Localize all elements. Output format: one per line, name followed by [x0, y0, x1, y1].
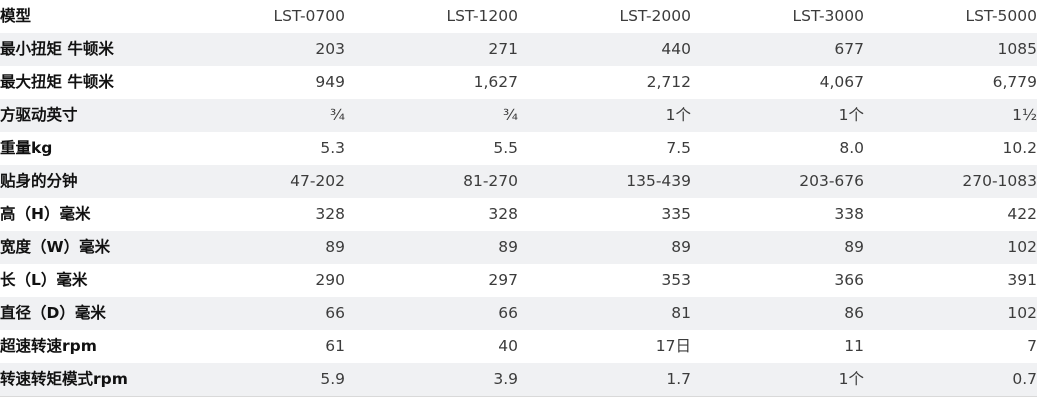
- value-cell: 6,779: [864, 66, 1037, 99]
- value-cell: 422: [864, 198, 1037, 231]
- value-cell: 366: [691, 264, 864, 297]
- header-label-cell: 模型: [0, 0, 172, 33]
- value-cell: 17日: [518, 330, 691, 363]
- value-cell: 1½: [864, 99, 1037, 132]
- table-row: 直径（D）毫米 66 66 81 86 102: [0, 297, 1037, 330]
- value-cell: 949: [172, 66, 345, 99]
- value-cell: 5.3: [172, 132, 345, 165]
- model-header-cell: LST-3000: [691, 0, 864, 33]
- value-cell: 391: [864, 264, 1037, 297]
- value-cell: 297: [345, 264, 518, 297]
- value-cell: 203: [172, 33, 345, 66]
- table-row: 最小扭矩 牛顿米 203 271 440 677 1085: [0, 33, 1037, 66]
- value-cell: 0.7: [864, 363, 1037, 397]
- row-label-cell: 直径（D）毫米: [0, 297, 172, 330]
- value-cell: 335: [518, 198, 691, 231]
- value-cell: 271: [345, 33, 518, 66]
- value-cell: 47-202: [172, 165, 345, 198]
- value-cell: 10.2: [864, 132, 1037, 165]
- row-label-cell: 最大扭矩 牛顿米: [0, 66, 172, 99]
- value-cell: 3.9: [345, 363, 518, 397]
- value-cell: 7: [864, 330, 1037, 363]
- table-row: 转速转矩模式rpm 5.9 3.9 1.7 1个 0.7: [0, 363, 1037, 397]
- header-row: 模型 LST-0700 LST-1200 LST-2000 LST-3000 L…: [0, 0, 1037, 33]
- value-cell: 102: [864, 297, 1037, 330]
- model-header-cell: LST-2000: [518, 0, 691, 33]
- row-label-cell: 最小扭矩 牛顿米: [0, 33, 172, 66]
- table-row: 长（L）毫米 290 297 353 366 391: [0, 264, 1037, 297]
- table-row: 最大扭矩 牛顿米 949 1,627 2,712 4,067 6,779: [0, 66, 1037, 99]
- value-cell: 1个: [691, 99, 864, 132]
- spec-table-body: 模型 LST-0700 LST-1200 LST-2000 LST-3000 L…: [0, 0, 1037, 397]
- value-cell: 66: [172, 297, 345, 330]
- row-label-cell: 转速转矩模式rpm: [0, 363, 172, 397]
- table-row: 贴身的分钟 47-202 81-270 135-439 203-676 270-1083: [0, 165, 1037, 198]
- value-cell: 102: [864, 231, 1037, 264]
- value-cell: 89: [172, 231, 345, 264]
- row-label-cell: 方驱动英寸: [0, 99, 172, 132]
- spec-table: 模型 LST-0700 LST-1200 LST-2000 LST-3000 L…: [0, 0, 1037, 397]
- table-row: 宽度（W）毫米 89 89 89 89 102: [0, 231, 1037, 264]
- value-cell: 2,712: [518, 66, 691, 99]
- value-cell: 328: [345, 198, 518, 231]
- row-label-cell: 宽度（W）毫米: [0, 231, 172, 264]
- value-cell: 5.5: [345, 132, 518, 165]
- value-cell: 89: [691, 231, 864, 264]
- value-cell: 677: [691, 33, 864, 66]
- value-cell: 1个: [518, 99, 691, 132]
- value-cell: 66: [345, 297, 518, 330]
- row-label-cell: 高（H）毫米: [0, 198, 172, 231]
- value-cell: 89: [518, 231, 691, 264]
- value-cell: 1,627: [345, 66, 518, 99]
- value-cell: 81: [518, 297, 691, 330]
- row-label-cell: 贴身的分钟: [0, 165, 172, 198]
- value-cell: 353: [518, 264, 691, 297]
- value-cell: 270-1083: [864, 165, 1037, 198]
- table-row: 重量kg 5.3 5.5 7.5 8.0 10.2: [0, 132, 1037, 165]
- value-cell: 81-270: [345, 165, 518, 198]
- value-cell: 328: [172, 198, 345, 231]
- value-cell: 203-676: [691, 165, 864, 198]
- model-header-cell: LST-5000: [864, 0, 1037, 33]
- table-row: 方驱动英寸 ¾ ¾ 1个 1个 1½: [0, 99, 1037, 132]
- row-label-cell: 长（L）毫米: [0, 264, 172, 297]
- table-row: 高（H）毫米 328 328 335 338 422: [0, 198, 1037, 231]
- value-cell: ¾: [172, 99, 345, 132]
- value-cell: 7.5: [518, 132, 691, 165]
- value-cell: 11: [691, 330, 864, 363]
- value-cell: 338: [691, 198, 864, 231]
- value-cell: 440: [518, 33, 691, 66]
- value-cell: 290: [172, 264, 345, 297]
- row-label-cell: 超速转速rpm: [0, 330, 172, 363]
- value-cell: ¾: [345, 99, 518, 132]
- value-cell: 1个: [691, 363, 864, 397]
- model-header-cell: LST-0700: [172, 0, 345, 33]
- row-label-cell: 重量kg: [0, 132, 172, 165]
- table-row: 超速转速rpm 61 40 17日 11 7: [0, 330, 1037, 363]
- value-cell: 4,067: [691, 66, 864, 99]
- value-cell: 86: [691, 297, 864, 330]
- value-cell: 61: [172, 330, 345, 363]
- value-cell: 135-439: [518, 165, 691, 198]
- value-cell: 5.9: [172, 363, 345, 397]
- value-cell: 8.0: [691, 132, 864, 165]
- value-cell: 40: [345, 330, 518, 363]
- value-cell: 89: [345, 231, 518, 264]
- value-cell: 1085: [864, 33, 1037, 66]
- value-cell: 1.7: [518, 363, 691, 397]
- model-header-cell: LST-1200: [345, 0, 518, 33]
